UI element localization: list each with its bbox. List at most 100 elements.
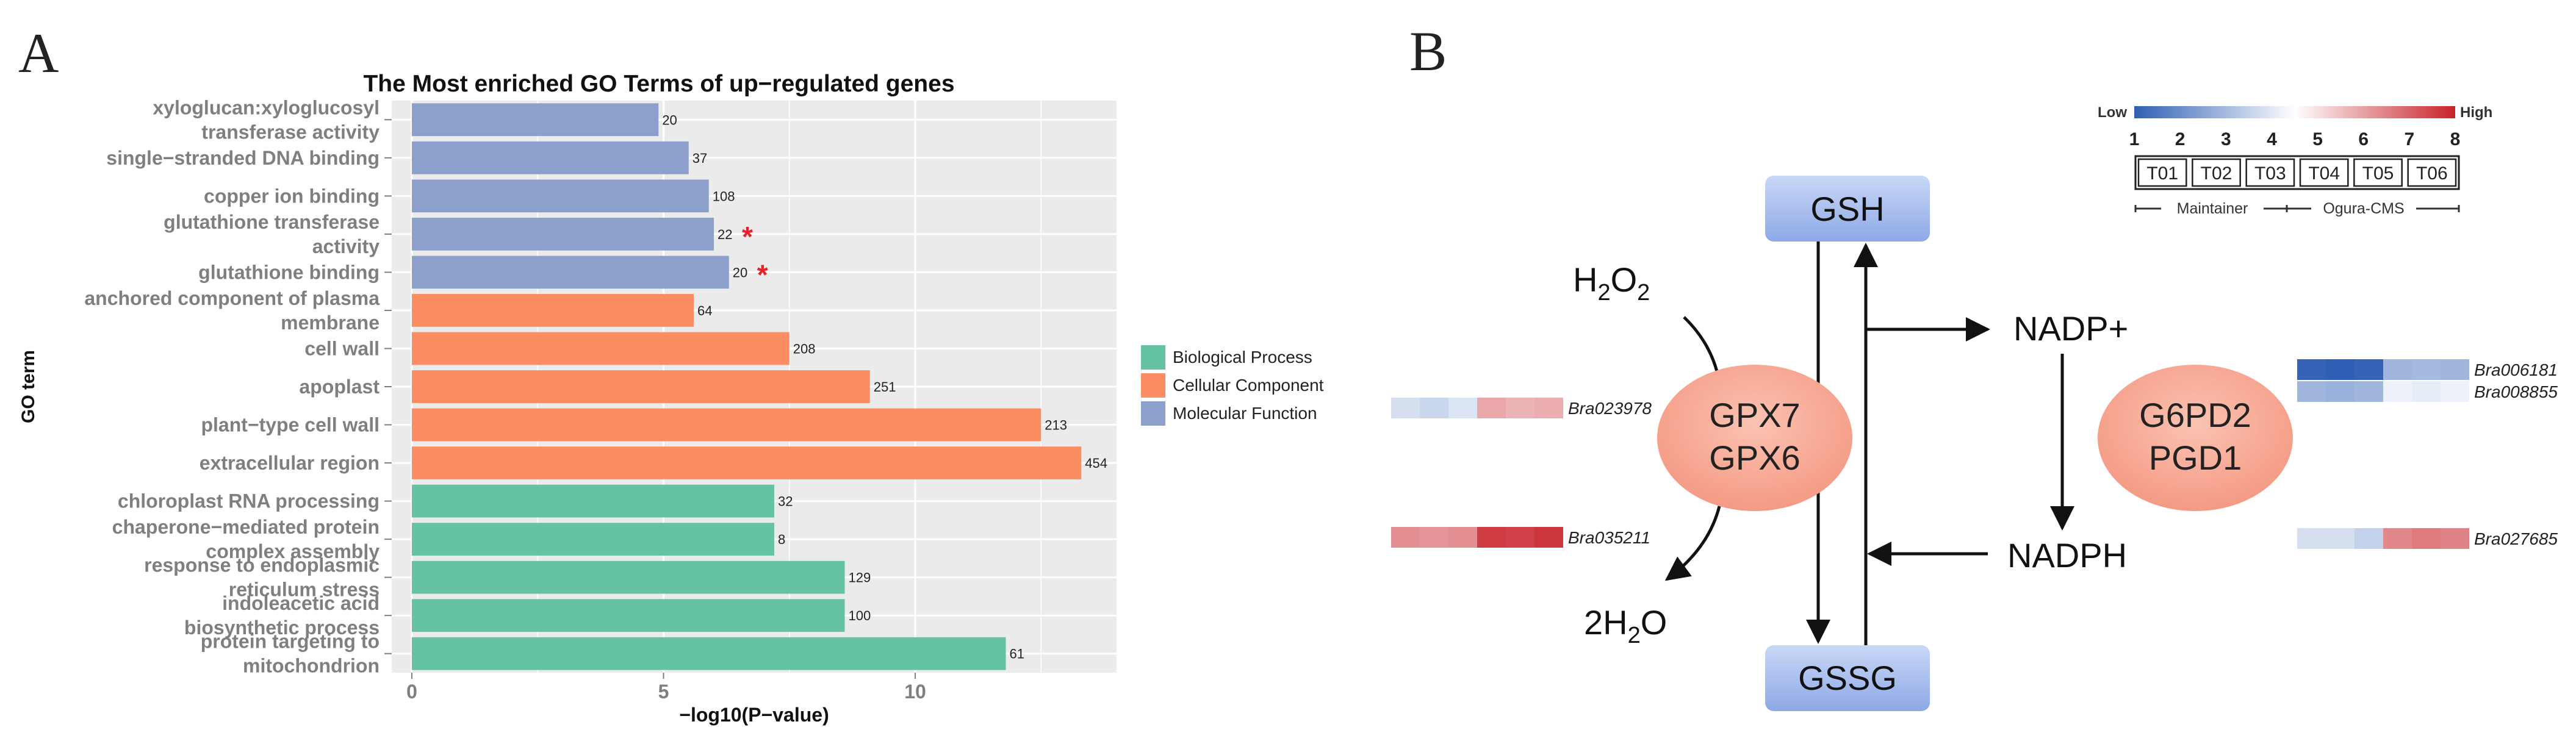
enzyme1-line1: GPX7 [1709, 396, 1800, 434]
bar [412, 294, 694, 327]
y-tick-label: transferase activity [201, 121, 380, 143]
bar-count-label: 100 [849, 608, 871, 623]
scale-tick-label: 2 [2175, 129, 2186, 149]
heatmap-cell [2297, 528, 2326, 549]
heatmap-cell [2355, 381, 2383, 402]
y-tick-label: cell wall [304, 337, 380, 359]
heatmap-cell [2441, 381, 2469, 402]
bar-count-label: 61 [1010, 646, 1024, 662]
enzyme2-line1: G6PD2 [2139, 396, 2251, 434]
heatmap-gene-label: Bra035211 [1568, 528, 1650, 547]
gssg-label: GSSG [1798, 659, 1897, 697]
panel-b: B Low High 1 2 3 4 5 6 7 8 T01 T02 T03 T04 T05 T06 M… [1391, 20, 2558, 711]
bars: 20 37 108 22 * 20 * 64 208 251 213 454 32 8 129 100 61 [412, 103, 1107, 670]
x-tick-label: 0 [406, 681, 417, 703]
heatmap-cell [1448, 398, 1477, 418]
expression-heatmaps: Bra023978 Bra035211 Bra006181 Bra008855 Bra0… [1391, 359, 2558, 549]
nadph-label: NADPH [2007, 536, 2127, 575]
gsh-box [1765, 176, 1930, 242]
bar [412, 484, 774, 518]
heatmap-cell [1506, 398, 1534, 418]
x-tick-labels: 0 5 10 [406, 673, 926, 703]
sample-box [2353, 158, 2403, 187]
bar [412, 141, 689, 174]
bar [412, 408, 1042, 442]
g6pd-enzyme-ellipse [2098, 365, 2293, 511]
bar-count-label: 108 [713, 188, 735, 204]
heatmap-cell [2355, 359, 2383, 380]
heatmap-cell [1448, 527, 1477, 548]
h2o-label: 2H2O [1584, 603, 1667, 648]
curve-h2o-out [1664, 506, 1721, 581]
bar [412, 637, 1006, 670]
sample-box [2192, 158, 2241, 187]
heatmap-cell [1420, 527, 1448, 548]
bar [412, 446, 1082, 479]
heatmap-gene-label: Bra006181 [2474, 360, 2558, 379]
bar [412, 332, 790, 365]
sample-boxes: T01 T02 T03 T04 T05 T06 [2134, 155, 2460, 190]
group-label-ogura-cms: Ogura-CMS [2323, 200, 2404, 217]
y-tick-label: extracellular region [200, 452, 380, 474]
bar-count-label: 251 [874, 379, 896, 395]
heatmap-cell [2326, 381, 2355, 402]
bar-count-label: 208 [793, 341, 816, 356]
nadp-label: NADP+ [2013, 309, 2128, 348]
group-label-maintainer: Maintainer [2177, 200, 2248, 217]
bar-count-label: 129 [849, 570, 871, 585]
y-tick-label: chloroplast RNA processing [118, 490, 380, 512]
y-tick-label: indoleacetic acid [222, 592, 380, 614]
bar [412, 103, 659, 137]
bar [412, 217, 714, 251]
heatmap-cell [2412, 528, 2441, 549]
scale-tick-label: 7 [2405, 129, 2415, 149]
y-tick-label: glutathione binding [198, 261, 380, 283]
y-tick-label: complex assembly [206, 540, 380, 562]
sample-box [2299, 158, 2349, 187]
sample-label: T04 [2308, 163, 2340, 184]
bar [412, 179, 709, 213]
scale-low-label: Low [2098, 104, 2127, 121]
heatmap-gene-label: Bra027685 [2474, 529, 2558, 548]
x-tick-label: 10 [904, 681, 926, 703]
heatmap-cell [1391, 398, 1420, 418]
heatmap-cell [1420, 398, 1448, 418]
scale-tick-label: 1 [2129, 129, 2140, 149]
heatmap-cell [2383, 528, 2412, 549]
heatmap-cell [2441, 359, 2469, 380]
sample-label: T02 [2201, 163, 2232, 184]
bar-count-label: 213 [1045, 418, 1067, 433]
bar-count-label: 454 [1085, 456, 1107, 471]
y-tick-label: single−stranded DNA binding [106, 147, 380, 169]
scale-high-label: High [2460, 104, 2492, 121]
heatmap-cell [2412, 381, 2441, 402]
sample-box [2137, 158, 2187, 187]
scale-tick-label: 3 [2221, 129, 2231, 149]
sample-box [2245, 158, 2295, 187]
bar [412, 560, 845, 594]
bar-count-label: 20 [662, 112, 677, 127]
x-axis-label: −log10(P−value) [679, 704, 829, 726]
y-tick-label: biosynthetic process [184, 617, 380, 639]
y-tick-label: copper ion binding [204, 185, 380, 207]
gssg-box [1765, 645, 1930, 711]
heatmap-gene-label: Bra008855 [2474, 382, 2558, 401]
chart-title: The Most enriched GO Terms of up−regulat… [363, 71, 954, 97]
sample-boxes-frame [2134, 155, 2460, 190]
sample-label: T01 [2146, 163, 2178, 184]
legend-label: Cellular Component [1173, 376, 1324, 395]
y-tick-label: membrane [281, 312, 380, 334]
bar [412, 370, 870, 403]
heatmap-cell [1506, 527, 1534, 548]
sample-label: T03 [2254, 163, 2286, 184]
heatmap-cell [1391, 527, 1420, 548]
gpx-enzyme-ellipse [1657, 365, 1852, 511]
heatmap-cell [2326, 359, 2355, 380]
bar-count-label: 20 [733, 265, 747, 280]
significance-star: * [757, 259, 768, 290]
bar-count-label: 22 [718, 227, 732, 242]
bar-count-label: 37 [693, 151, 707, 166]
y-tick-label: activity [312, 235, 380, 257]
sample-label: T05 [2362, 163, 2394, 184]
